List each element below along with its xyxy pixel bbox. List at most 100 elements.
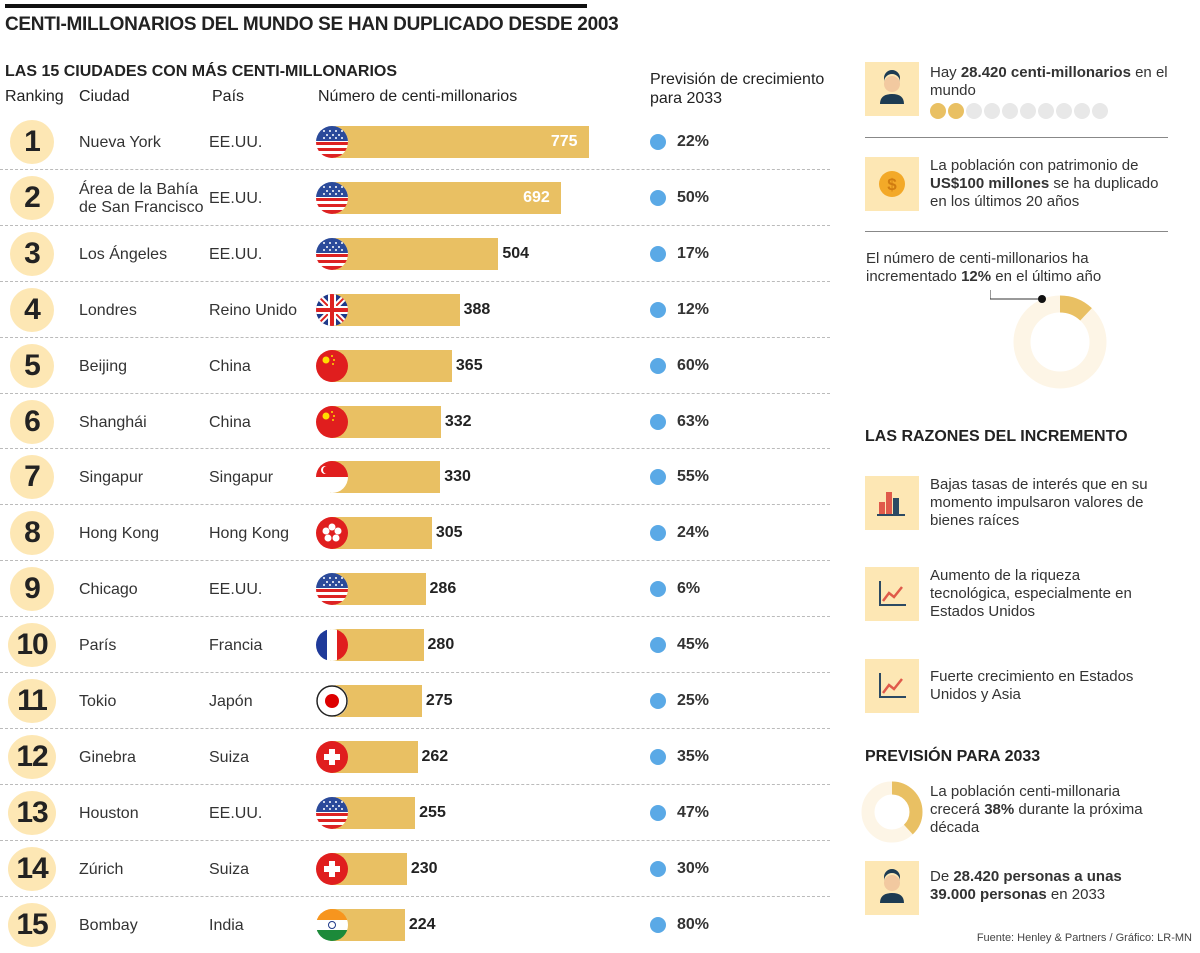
flag-sg-icon [316, 461, 348, 494]
table-row: 4 Londres Reino Unido 388 12% [0, 282, 830, 338]
table-row: 2 Área de la Bahía de San Francisco EE.UU.… [0, 170, 830, 226]
country-name: Suiza [209, 860, 250, 878]
chart-title: LAS 15 CIUDADES CON MÁS CENTI-MILLONARIO… [5, 63, 398, 80]
growth-value: 50% [677, 188, 710, 206]
value-label: 280 [427, 636, 455, 654]
rank-badge: 1 [10, 120, 54, 164]
reasons-title: LAS RAZONES DEL INCREMENTO [865, 428, 1128, 445]
growth-value: 6% [677, 580, 701, 598]
leader-line [990, 290, 1042, 300]
city-name: Londres [79, 301, 137, 319]
header-growth: Previsión de crecimiento para 2033 [650, 71, 825, 107]
table-row: 6 Shanghái China 332 63% [0, 394, 830, 450]
city-name: Tokio [79, 693, 117, 710]
dot-empty [1002, 103, 1018, 119]
table-row: 12 Ginebra Suiza 262 35% [0, 729, 830, 785]
flag-ch-icon [316, 740, 348, 773]
growth-dot [650, 413, 666, 430]
flag-ch-icon [316, 852, 348, 885]
dot-filled [930, 103, 946, 119]
header-ranking: Ranking [5, 88, 64, 105]
dot-empty [1020, 103, 1036, 119]
row-divider [0, 727, 830, 729]
value-label: 224 [408, 915, 436, 933]
flag-us-icon [316, 796, 348, 829]
country-name: Japón [209, 693, 253, 710]
value-label: 692 [523, 188, 550, 206]
value-label: 504 [502, 244, 530, 262]
city-name: Houston [79, 804, 139, 822]
growth-dot [650, 693, 666, 709]
table-row: 8 Hong Kong Hong Kong 305 24% [0, 505, 830, 561]
value-label: 255 [419, 803, 446, 821]
growth-dot [650, 301, 666, 318]
city-name: Nueva York [79, 134, 161, 151]
rank-badge: 4 [10, 287, 54, 332]
growth-value: 25% [677, 692, 710, 709]
city-name: Hong Kong [79, 525, 160, 543]
rank-badge: 5 [10, 343, 54, 388]
country-name: EE.UU. [209, 804, 263, 822]
table-row: 13 Houston EE.UU. 255 47% [0, 785, 830, 841]
divider [865, 231, 1168, 232]
increase-arc [1013, 295, 1107, 389]
country-name: EE.UU. [209, 581, 263, 599]
growth-value: 22% [677, 133, 710, 150]
flag-us-icon [316, 573, 348, 606]
forecast-title: PREVISIÓN PARA 2033 [865, 748, 1041, 765]
value-bar [330, 181, 562, 214]
value-label: 388 [463, 300, 491, 318]
growth-value: 17% [677, 244, 710, 262]
value-bar [330, 237, 499, 270]
growth-value: 63% [677, 412, 710, 430]
growth-chart-icon [865, 659, 919, 713]
growth-dot [650, 469, 666, 486]
growth-dot [650, 860, 666, 877]
flag-us-icon [316, 181, 348, 214]
rank-badge: 10 [8, 623, 56, 668]
table-row: 7 Singapur Singapur 330 55% [0, 449, 830, 505]
country-name: EE.UU. [209, 134, 263, 151]
value-label: 332 [444, 412, 472, 430]
forecast-growth: La población centi-millonaria crecerá 38… [930, 783, 1143, 836]
growth-dot [650, 357, 666, 374]
flag-fr-icon [316, 629, 348, 662]
row-divider [0, 839, 830, 841]
row-divider [0, 168, 830, 170]
reason-2: Aumento de la riqueza tecnológica, espec… [930, 567, 1132, 620]
flag-cn-icon [316, 349, 348, 382]
forecast-arc [861, 781, 923, 843]
growth-dot [650, 637, 666, 654]
growth-value: 55% [677, 468, 710, 486]
row-divider [0, 504, 830, 506]
growth-dot [650, 245, 666, 262]
rank-badge: 12 [8, 734, 56, 779]
city-name: Ginebra [79, 748, 136, 766]
table-row: 11 Tokio Japón 275 25% [0, 673, 830, 729]
rank-badge: 3 [10, 231, 54, 276]
table-row: 1 Nueva York EE.UU. 775 22% [0, 114, 830, 170]
flag-hk-icon [316, 517, 348, 550]
rank-badge: 6 [10, 399, 54, 444]
value-bar [330, 349, 452, 382]
value-label: 305 [435, 524, 463, 542]
growth-dot [650, 916, 666, 933]
row-divider [0, 224, 830, 226]
row-divider [0, 895, 830, 897]
forecast-people: De 28.420 personas a unas 39.000 persona… [930, 868, 1122, 903]
value-label: 365 [455, 356, 483, 374]
header-country: País [212, 88, 245, 105]
growth-value: 80% [677, 915, 710, 933]
growth-dot [650, 525, 666, 542]
growth-value: 47% [677, 803, 710, 821]
country-name: China [209, 413, 251, 431]
rank-badge: 8 [10, 511, 54, 556]
dollar-coin-icon: $ [865, 157, 919, 211]
country-name: Singapur [209, 469, 274, 487]
table-row: 15 Bombay India 224 80% [0, 897, 830, 953]
rank-badge: 15 [8, 902, 56, 947]
dot-empty [1056, 103, 1072, 119]
growth-dot [650, 189, 666, 206]
rank-badge: 9 [10, 567, 54, 612]
growth-dot [650, 804, 666, 821]
